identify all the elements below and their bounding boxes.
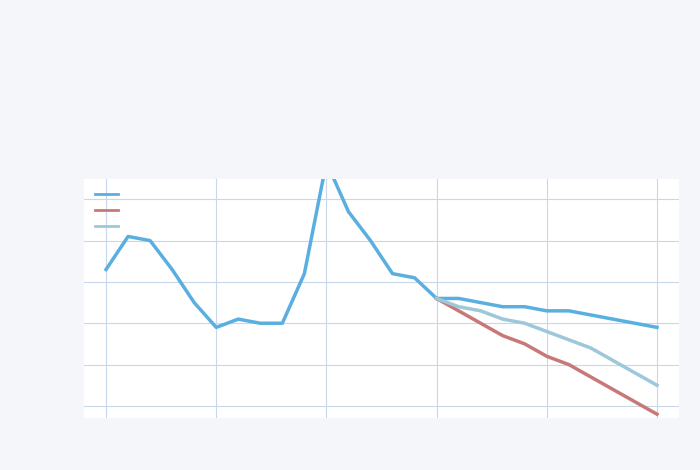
Legend: グッドシナリオ, バッドシナリオ, ノーマルシナリオ: グッドシナリオ, バッドシナリオ, ノーマルシナリオ [90, 185, 158, 236]
